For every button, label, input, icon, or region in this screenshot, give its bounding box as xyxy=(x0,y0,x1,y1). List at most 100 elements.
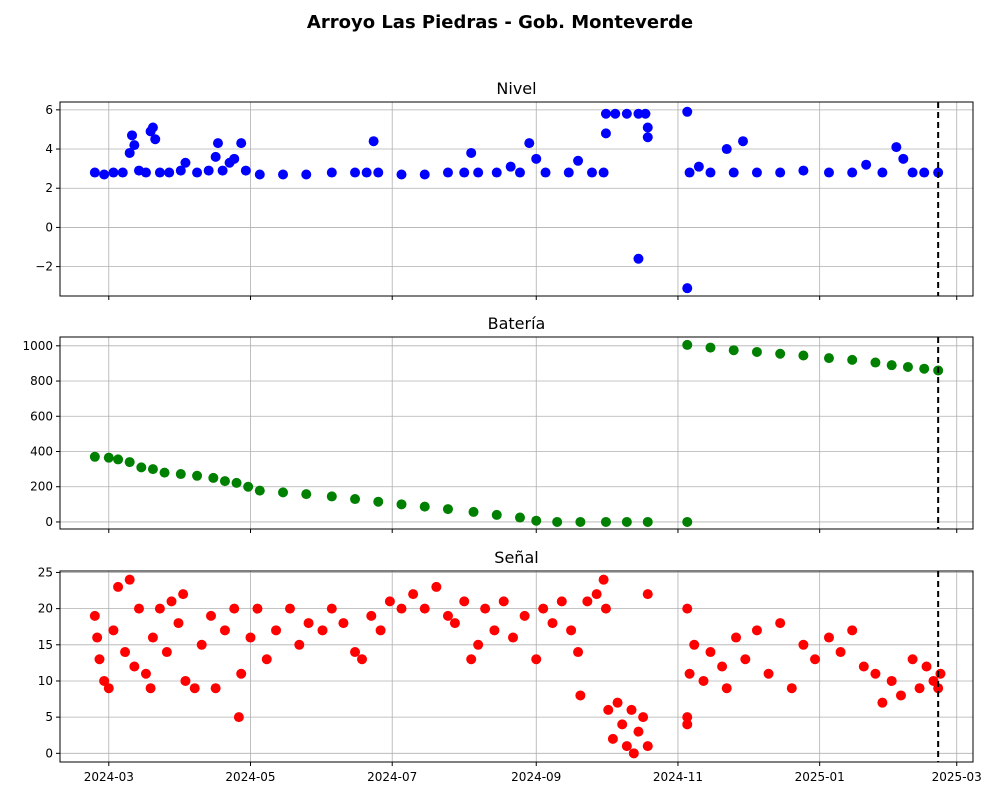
data-point xyxy=(823,632,834,643)
data-point xyxy=(847,167,858,178)
data-point xyxy=(921,661,932,672)
data-point xyxy=(396,603,407,614)
data-point xyxy=(633,253,644,264)
data-point xyxy=(301,169,312,180)
data-point xyxy=(847,354,858,365)
data-point xyxy=(682,339,693,350)
data-point xyxy=(113,581,124,592)
data-point xyxy=(751,167,762,178)
data-point xyxy=(261,654,272,665)
y-tick-label: 10 xyxy=(38,674,53,688)
data-point xyxy=(161,647,172,658)
data-point xyxy=(136,462,147,473)
data-point xyxy=(573,647,584,658)
data-point xyxy=(373,167,384,178)
data-point xyxy=(196,639,207,650)
data-point xyxy=(173,618,184,629)
data-point xyxy=(633,108,644,119)
data-point xyxy=(459,167,470,178)
data-point xyxy=(140,167,151,178)
data-point xyxy=(682,719,693,730)
data-point xyxy=(621,741,632,752)
data-point xyxy=(301,489,312,500)
data-point xyxy=(419,603,430,614)
data-point xyxy=(442,167,453,178)
data-point xyxy=(127,130,138,141)
data-point xyxy=(933,683,944,694)
panel-senal: 2024-03 2024-05 2024-07 2024-09 2024-11 2025-… xyxy=(38,548,982,784)
data-point xyxy=(587,167,598,178)
y-tick-label: 20 xyxy=(38,602,53,616)
data-point xyxy=(147,122,158,133)
data-point xyxy=(180,675,191,686)
data-point xyxy=(240,165,251,176)
data-point xyxy=(626,704,637,715)
y-tick-label: 2 xyxy=(45,181,53,195)
data-point xyxy=(254,485,265,496)
data-point xyxy=(150,134,161,145)
data-point xyxy=(212,138,223,149)
data-point xyxy=(642,132,653,143)
data-point xyxy=(175,165,186,176)
data-point xyxy=(563,167,574,178)
data-point xyxy=(113,454,124,465)
data-point xyxy=(731,632,742,643)
y-tick-label: −2 xyxy=(35,260,53,274)
data-point xyxy=(350,494,361,505)
data-point xyxy=(705,342,716,353)
data-point xyxy=(642,741,653,752)
data-point xyxy=(192,167,203,178)
data-point xyxy=(326,603,337,614)
data-point xyxy=(877,167,888,178)
data-point xyxy=(621,108,632,119)
data-point xyxy=(638,712,649,723)
data-point xyxy=(466,654,477,665)
y-tick-label: 5 xyxy=(45,710,53,724)
data-point xyxy=(419,501,430,512)
data-point xyxy=(928,675,939,686)
data-point xyxy=(870,668,881,679)
data-point xyxy=(835,647,846,658)
data-point xyxy=(610,108,621,119)
data-point xyxy=(124,457,135,468)
data-point xyxy=(682,283,693,294)
data-point xyxy=(886,360,897,371)
data-point xyxy=(682,603,693,614)
data-point xyxy=(552,516,563,527)
data-point xyxy=(566,625,577,636)
data-point xyxy=(294,639,305,650)
data-point xyxy=(192,470,203,481)
x-tick-label: 2025-01 xyxy=(795,770,845,784)
data-point xyxy=(621,516,632,527)
data-point xyxy=(603,704,614,715)
data-point xyxy=(775,348,786,359)
panel-bateria: 0 200 400 600 800 1000 Batería xyxy=(22,314,974,533)
data-point xyxy=(252,603,263,614)
data-point xyxy=(147,464,158,475)
data-point xyxy=(178,589,189,600)
data-point xyxy=(540,167,551,178)
data-point xyxy=(682,516,693,527)
data-point xyxy=(145,683,156,694)
data-point xyxy=(717,661,728,672)
data-point xyxy=(203,165,214,176)
data-point xyxy=(886,675,897,686)
data-point xyxy=(219,476,230,487)
data-point xyxy=(538,603,549,614)
data-point xyxy=(728,167,739,178)
data-point xyxy=(877,697,888,708)
data-point xyxy=(498,596,509,607)
data-point xyxy=(914,683,925,694)
data-point xyxy=(642,589,653,600)
panel-title: Batería xyxy=(488,314,546,333)
data-point xyxy=(693,161,704,172)
x-tick-label: 2024-11 xyxy=(653,770,703,784)
plot-frame xyxy=(59,570,974,763)
y-tick-label: 800 xyxy=(30,374,53,388)
data-point xyxy=(236,138,247,149)
data-point xyxy=(419,169,430,180)
data-point xyxy=(721,683,732,694)
data-point xyxy=(547,618,558,629)
data-point xyxy=(919,363,930,374)
